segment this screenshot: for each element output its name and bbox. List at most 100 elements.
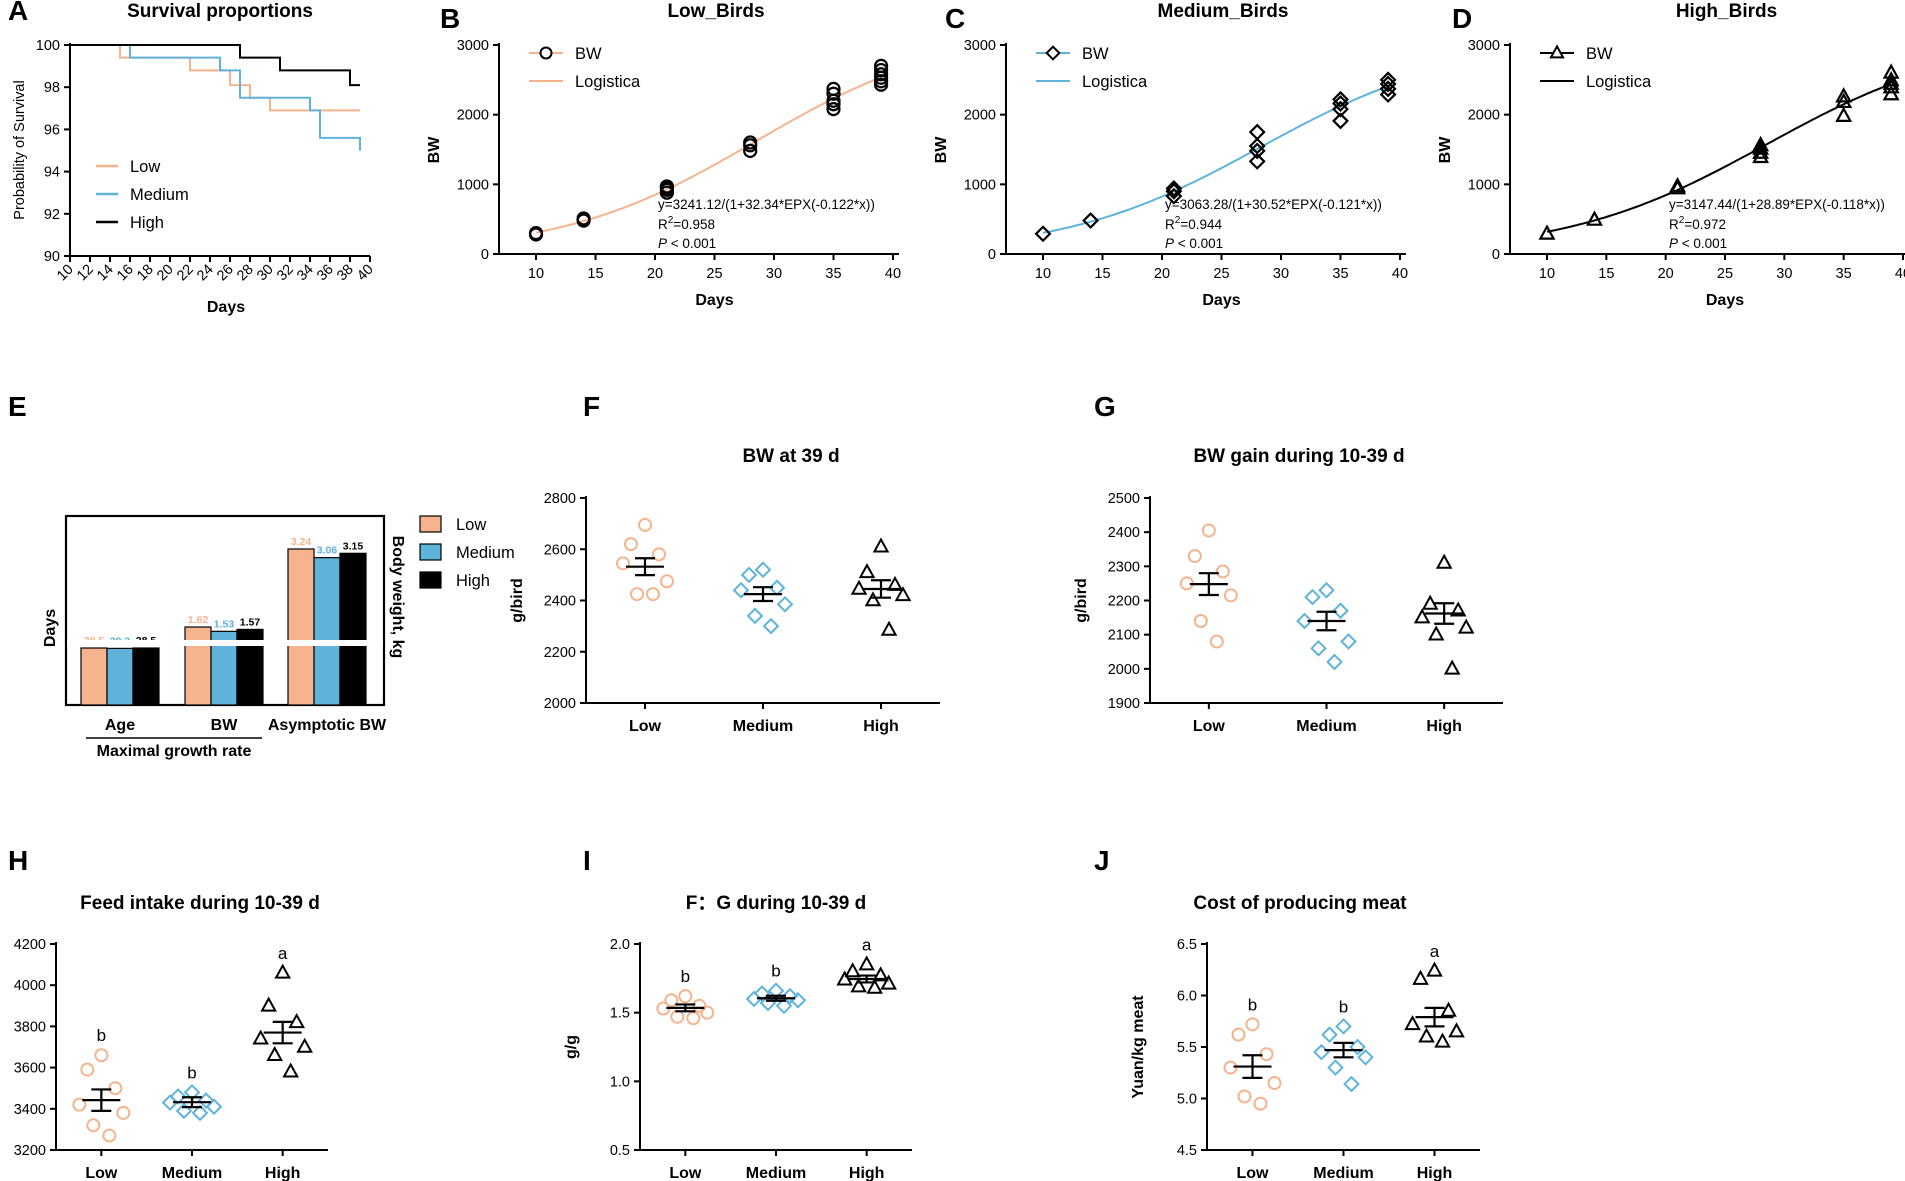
data-point-J-medium xyxy=(1357,1048,1374,1066)
legend-label-E-low: Low xyxy=(456,516,486,534)
y-tick-label-H: 3800 xyxy=(14,1019,46,1035)
legend-swatch-E-high xyxy=(419,571,442,589)
x-axis-label-C: Days xyxy=(1202,292,1240,309)
legend-swatch-E-medium xyxy=(419,543,442,561)
data-point-G-high xyxy=(1435,553,1453,569)
data-point-F-high xyxy=(880,620,898,636)
panel-label-E: E xyxy=(8,391,27,422)
x-tick-label-A: 40 xyxy=(354,262,377,285)
bar-asymptotic-bw-low xyxy=(287,548,315,706)
bar-age-low xyxy=(80,647,108,706)
y-tick-label-G: 1900 xyxy=(1108,696,1140,712)
y-tick-label-G: 2200 xyxy=(1108,594,1140,610)
data-point-I-low xyxy=(670,1009,685,1024)
data-point-C xyxy=(1082,212,1100,230)
legend-label-A-medium: Medium xyxy=(130,186,189,204)
y-tick-label-A: 90 xyxy=(44,249,60,265)
survival-line-high xyxy=(70,44,360,87)
data-point-H-high xyxy=(266,1045,283,1062)
data-point-G-medium xyxy=(1318,581,1335,599)
data-point-H-low xyxy=(116,1105,131,1120)
fit-equation-D: y=3147.44/(1+28.89*EPX(-0.118*x)) xyxy=(1669,197,1885,212)
category-label-I: High xyxy=(849,1165,885,1181)
data-point-B xyxy=(826,86,841,101)
x-tick-label-D: 10 xyxy=(1539,266,1555,282)
y-tick-label-F: 2200 xyxy=(544,645,576,661)
data-point-H-high xyxy=(274,963,291,979)
x-tick-label-D: 20 xyxy=(1658,266,1674,282)
bar-bw-low xyxy=(184,626,212,706)
category-label-G: Medium xyxy=(1296,718,1356,735)
y-tick-label-F: 2400 xyxy=(544,594,576,610)
x-tick-label-B: 40 xyxy=(885,266,901,282)
y-tick-label-G: 2300 xyxy=(1108,559,1140,575)
y-axis-label-G: g/bird xyxy=(1073,578,1090,622)
data-point-G-low xyxy=(1223,588,1238,603)
data-point-C xyxy=(1034,225,1052,243)
data-point-H-low xyxy=(102,1128,117,1143)
data-point-F-low xyxy=(630,587,644,602)
legend-label-A-low: Low xyxy=(130,158,160,176)
y-tick-label-J: 6.0 xyxy=(1177,989,1197,1005)
data-point-D xyxy=(1752,147,1770,164)
y-tick-label-C: 3000 xyxy=(964,38,996,54)
y-tick-label-H: 3200 xyxy=(14,1143,46,1159)
y-tick-label-J: 5.5 xyxy=(1177,1040,1197,1056)
chart-title-F: BW at 39 d xyxy=(742,446,839,467)
r-squared-D: R2=0.972 xyxy=(1669,215,1726,232)
category-label-H: High xyxy=(265,1165,301,1181)
data-point-F-low xyxy=(616,556,630,571)
y-tick-label-A: 96 xyxy=(44,122,60,138)
panel-label-A: A xyxy=(8,0,28,26)
category-label-J: High xyxy=(1417,1165,1453,1181)
category-label-G: Low xyxy=(1193,718,1226,735)
category-label-H: Low xyxy=(85,1165,118,1181)
legend-swatch-E-low xyxy=(419,515,442,533)
chart-title-H: Feed intake during 10-39 d xyxy=(80,893,320,914)
data-point-H-low xyxy=(86,1118,101,1133)
y-tick-label-I: 0.5 xyxy=(610,1143,630,1159)
data-point-I-low xyxy=(678,989,693,1004)
r-squared-C: R2=0.944 xyxy=(1165,215,1222,232)
data-point-B xyxy=(576,211,591,226)
data-point-I-low xyxy=(692,998,707,1013)
bar-asymptotic-bw-medium xyxy=(313,557,341,706)
survival-line-low xyxy=(70,44,360,112)
data-point-J-high xyxy=(1434,1032,1451,1048)
data-point-G-medium xyxy=(1310,640,1327,657)
category-label-G: High xyxy=(1426,718,1462,735)
significance-letter-J-medium: b xyxy=(1339,997,1348,1016)
y-tick-label-D: 3000 xyxy=(1468,38,1500,54)
data-point-D xyxy=(1835,106,1853,122)
data-point-B xyxy=(873,58,889,74)
bar-label-medium: 1.53 xyxy=(214,618,235,630)
category-label-F: Low xyxy=(629,718,662,735)
x-tick-label-B: 15 xyxy=(587,266,603,282)
data-point-G-low xyxy=(1209,634,1224,649)
y-tick-label-B: 2000 xyxy=(457,108,489,124)
y-axis-label-right-E: Body weight, kg xyxy=(389,536,406,659)
fit-curve-B xyxy=(535,76,882,234)
y-tick-label-H: 3600 xyxy=(14,1061,46,1077)
chart-title-G: BW gain during 10-39 d xyxy=(1193,446,1404,467)
data-point-F-low xyxy=(646,587,660,602)
data-point-I-low xyxy=(686,1011,701,1026)
data-point-H-high xyxy=(252,1029,269,1045)
data-point-J-medium xyxy=(1321,1026,1338,1043)
y-axis-label-left-E: Days xyxy=(42,609,59,647)
data-point-I-medium xyxy=(781,987,799,1005)
category-label-H: Medium xyxy=(162,1165,222,1181)
bar-age-medium xyxy=(106,647,134,706)
data-point-J-low xyxy=(1237,1089,1252,1104)
category-label-F: High xyxy=(863,718,899,735)
y-tick-label-I: 1.5 xyxy=(610,1006,630,1022)
panel-label-D: D xyxy=(1452,3,1472,34)
category-label-I: Low xyxy=(669,1165,702,1181)
legend-label-fit-D: Logistica xyxy=(1586,73,1652,91)
data-point-I-high xyxy=(872,966,889,982)
x-tick-label-B: 10 xyxy=(528,266,544,282)
data-point-D xyxy=(1538,224,1556,240)
panel-label-G: G xyxy=(1094,391,1116,422)
data-point-I-low xyxy=(700,1005,715,1020)
y-tick-label-A: 98 xyxy=(44,80,60,96)
